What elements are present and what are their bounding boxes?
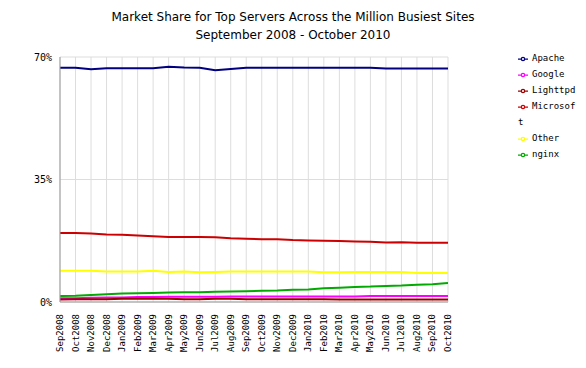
svg-text:0%: 0% — [40, 297, 52, 308]
html-text:nginx: nginx — [532, 149, 560, 159]
svg-text:Oct2009: Oct2009 — [257, 314, 267, 352]
html-text:September 2008 - October 2010: September 2008 - October 2010 — [195, 28, 391, 42]
svg-text:Jun2010: Jun2010 — [381, 314, 391, 352]
svg-text:May2010: May2010 — [365, 314, 375, 352]
html-text:Market Share for Top Servers A: Market Share for Top Servers Across the … — [111, 10, 475, 24]
svg-text:Nov2009: Nov2009 — [272, 314, 282, 352]
svg-text:Feb2010: Feb2010 — [319, 314, 329, 352]
svg-text:Jul2010: Jul2010 — [396, 314, 406, 352]
svg-text:Sep2008: Sep2008 — [55, 314, 65, 352]
html-text:Other: Other — [532, 133, 560, 143]
svg-text:Mar2009: Mar2009 — [148, 314, 158, 352]
svg-text:Aug2010: Aug2010 — [412, 314, 422, 352]
svg-text:Jan2010: Jan2010 — [303, 314, 313, 352]
svg-text:Jan2009: Jan2009 — [117, 314, 127, 352]
html-text:Google: Google — [532, 69, 565, 79]
svg-text:70%: 70% — [34, 52, 52, 63]
svg-text:Dec2008: Dec2008 — [102, 314, 112, 352]
html-text:Apache: Apache — [532, 53, 565, 63]
svg-text:Jun2009: Jun2009 — [195, 314, 205, 352]
svg-text:Apr2010: Apr2010 — [350, 314, 360, 352]
html-text:Lighttpd: Lighttpd — [532, 85, 576, 95]
svg-text:Mar2010: Mar2010 — [334, 314, 344, 352]
svg-text:Sep2010: Sep2010 — [427, 314, 437, 352]
svg-text:Dec2009: Dec2009 — [288, 314, 298, 352]
svg-text:Apr2009: Apr2009 — [164, 314, 174, 352]
svg-text:Oct2010: Oct2010 — [443, 314, 453, 352]
svg-text:35%: 35% — [34, 174, 52, 185]
svg-text:May2009: May2009 — [179, 314, 189, 352]
svg-text:Feb2009: Feb2009 — [133, 314, 143, 352]
svg-text:Oct2008: Oct2008 — [71, 314, 81, 352]
svg-text:Nov2008: Nov2008 — [86, 314, 96, 352]
html-text:Microsoft: Microsoft — [518, 101, 576, 127]
svg-text:Aug2009: Aug2009 — [226, 314, 236, 352]
svg-text:Sep2009: Sep2009 — [241, 314, 251, 352]
svg-text:Jul2009: Jul2009 — [210, 314, 220, 352]
